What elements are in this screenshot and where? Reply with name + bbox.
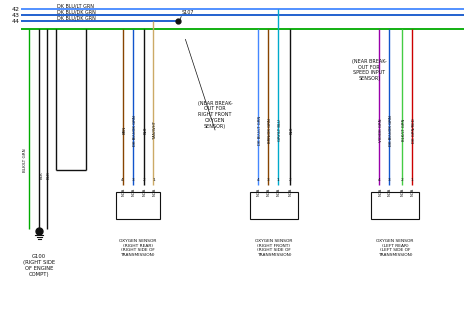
Text: BLK: BLK: [47, 171, 51, 179]
Text: NCA: NCA: [257, 188, 261, 196]
Text: BLK: BLK: [290, 127, 294, 134]
Text: GRY/LT BLU: GRY/LT BLU: [278, 119, 282, 141]
Text: NCA: NCA: [143, 188, 146, 196]
Text: DK BLU/DK GRN: DK BLU/DK GRN: [56, 15, 95, 20]
Text: 2: 2: [142, 178, 145, 182]
Text: OXYGEN SENSOR
(RIGHT REAR)
(RIGHT SIDE OF
TRANSMISSION): OXYGEN SENSOR (RIGHT REAR) (RIGHT SIDE O…: [119, 239, 156, 257]
Text: BLK/LT GRN: BLK/LT GRN: [23, 148, 27, 172]
Text: 3: 3: [388, 178, 391, 182]
Text: OXYGEN SENSOR
(LEFT REAR)
(LEFT SIDE OF
TRANSMISSION): OXYGEN SENSOR (LEFT REAR) (LEFT SIDE OF …: [376, 239, 414, 257]
Text: DK BLU/DK GRN: DK BLU/DK GRN: [56, 9, 95, 14]
Text: TAN/WHT: TAN/WHT: [154, 121, 157, 139]
Text: NCA: NCA: [378, 188, 382, 196]
Text: NCA: NCA: [153, 188, 156, 196]
Text: OXYGEN SENSOR
(RIGHT FRONT)
(RIGHT SIDE OF
TRANSMISSION): OXYGEN SENSOR (RIGHT FRONT) (RIGHT SIDE …: [255, 239, 292, 257]
Text: 44: 44: [11, 19, 19, 24]
Bar: [116, 192, 161, 219]
Text: NCA: NCA: [411, 188, 415, 196]
Text: NCA: NCA: [132, 188, 136, 196]
Text: NCA: NCA: [122, 188, 126, 196]
Text: 2: 2: [401, 178, 403, 182]
Text: BLK: BLK: [144, 127, 147, 134]
Text: 1: 1: [410, 178, 413, 182]
Text: BLK: BLK: [39, 171, 43, 179]
Text: BLK/LT GRN: BLK/LT GRN: [402, 119, 406, 142]
Text: 43: 43: [11, 13, 19, 18]
Text: 1: 1: [152, 178, 155, 182]
Text: 4: 4: [121, 178, 124, 182]
Text: NCA: NCA: [267, 188, 271, 196]
Text: BRN/DK GRN: BRN/DK GRN: [268, 118, 272, 143]
Text: 1: 1: [276, 178, 279, 182]
Text: DK GRN/RED: DK GRN/RED: [412, 118, 416, 143]
Bar: [250, 192, 298, 219]
Text: NCA: NCA: [277, 188, 281, 196]
Text: DK BLU/DK GRN: DK BLU/DK GRN: [389, 115, 393, 146]
Text: DK BLU/LT GRN: DK BLU/LT GRN: [57, 3, 94, 8]
Text: NCA: NCA: [289, 188, 292, 196]
Text: DK BLU/DK GRN: DK BLU/DK GRN: [133, 115, 137, 146]
Text: NCA: NCA: [388, 188, 392, 196]
Text: BRN: BRN: [123, 126, 127, 134]
Text: VIO/DK GRN: VIO/DK GRN: [379, 119, 383, 142]
Text: (NEAR BREAK-
OUT FOR
RIGHT FRONT
OXYGEN
SENSOR): (NEAR BREAK- OUT FOR RIGHT FRONT OXYGEN …: [198, 100, 233, 129]
Text: G100
(RIGHT SIDE
OF ENGINE
COMPT): G100 (RIGHT SIDE OF ENGINE COMPT): [23, 254, 55, 277]
Text: NCA: NCA: [401, 188, 405, 196]
Text: 4: 4: [378, 178, 381, 182]
Text: 3: 3: [131, 178, 134, 182]
Text: (NEAR BREAK-
OUT FOR
SPEED INPUT
SENSOR): (NEAR BREAK- OUT FOR SPEED INPUT SENSOR): [352, 59, 387, 81]
Bar: [371, 192, 419, 219]
Text: 2: 2: [288, 178, 291, 182]
Text: S107: S107: [182, 10, 194, 15]
Text: DK BLU/LT GRN: DK BLU/LT GRN: [258, 116, 262, 145]
Text: 3: 3: [266, 178, 269, 182]
Text: 4: 4: [256, 178, 259, 182]
Text: 42: 42: [11, 7, 19, 12]
